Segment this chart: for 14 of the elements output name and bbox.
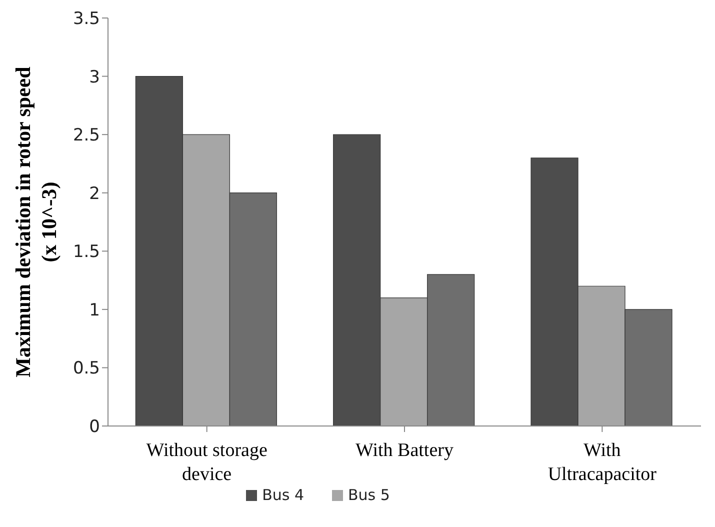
x-tick-label: With Ultracapacitor bbox=[548, 440, 658, 485]
y-tick-label: 3.5 bbox=[72, 9, 100, 30]
y-tick-label: 2.5 bbox=[72, 126, 100, 146]
y-tick-label: 2 bbox=[89, 184, 100, 204]
y-tick-label: 3 bbox=[89, 67, 100, 88]
legend-label: Bus 5 bbox=[347, 486, 390, 504]
x-tick-label: With Battery bbox=[356, 440, 454, 461]
y-tick-label: 1 bbox=[89, 300, 100, 320]
legend-label: Bus 4 bbox=[261, 486, 304, 504]
y-tick-label: 0 bbox=[89, 417, 100, 438]
x-tick-label: Without storage device bbox=[146, 440, 268, 485]
y-tick-label: 1.5 bbox=[72, 242, 100, 262]
y-tick-label: 0.5 bbox=[72, 358, 100, 379]
y-axis-title: Maximum deviation in rotor speed (x 10^-3) bbox=[11, 66, 61, 378]
